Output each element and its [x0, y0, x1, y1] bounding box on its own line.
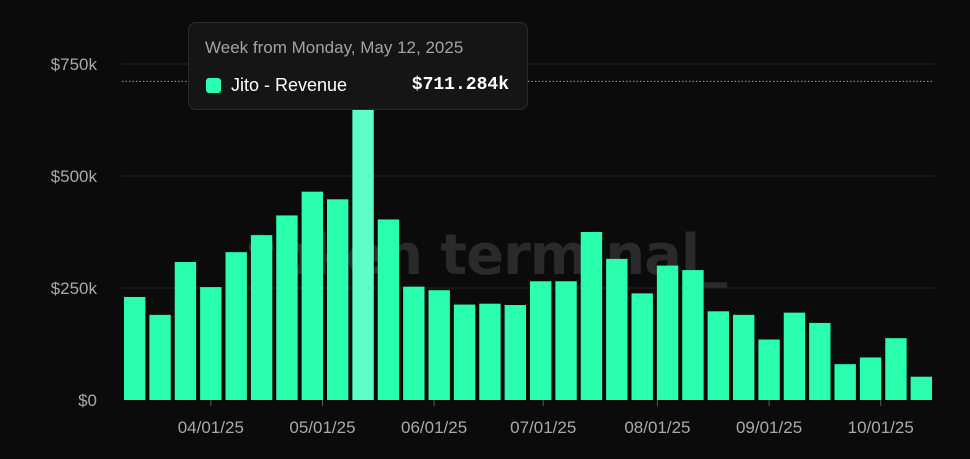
bar[interactable] — [301, 191, 324, 400]
bar[interactable] — [276, 215, 298, 400]
bar[interactable] — [200, 287, 222, 400]
tooltip-value: $711.284k — [411, 75, 509, 95]
x-tick-label: 07/01/25 — [510, 418, 576, 437]
x-axis-ticks: 04/01/25 05/01/25 06/01/25 07/01/25 08/01/25… — [178, 400, 914, 437]
y-tick-label: $750k — [51, 55, 98, 74]
bars — [124, 81, 933, 400]
bar[interactable] — [682, 270, 704, 400]
y-tick-label: $250k — [51, 279, 98, 298]
tooltip-title: Week from Monday, May 12, 2025 — [205, 38, 464, 57]
bar[interactable] — [885, 338, 907, 400]
bar[interactable] — [758, 339, 780, 400]
bar[interactable] — [530, 281, 552, 400]
bar[interactable] — [377, 219, 400, 400]
bar[interactable] — [606, 258, 628, 400]
bar[interactable] — [859, 357, 882, 400]
bar[interactable] — [403, 286, 425, 400]
bar[interactable] — [910, 376, 933, 400]
bar[interactable] — [124, 296, 146, 400]
y-tick-label: $0 — [78, 391, 97, 410]
bar[interactable] — [327, 199, 349, 400]
bar[interactable] — [580, 232, 603, 400]
bar[interactable] — [149, 314, 171, 400]
bar[interactable] — [555, 281, 577, 400]
bar[interactable] — [174, 262, 197, 400]
bar[interactable] — [479, 303, 501, 400]
tooltip-series-name: Jito - Revenue — [231, 75, 348, 95]
bar[interactable] — [631, 293, 653, 400]
bar[interactable] — [834, 364, 856, 400]
x-tick-label: 08/01/25 — [624, 418, 690, 437]
tooltip-series-swatch — [206, 78, 221, 93]
x-tick-label: 10/01/25 — [848, 418, 914, 437]
x-tick-label: 04/01/25 — [178, 418, 244, 437]
bar[interactable] — [809, 322, 831, 400]
y-tick-label: $500k — [51, 167, 98, 186]
bar[interactable] — [428, 290, 450, 400]
bar[interactable] — [783, 312, 806, 400]
x-tick-label: 06/01/25 — [401, 418, 467, 437]
bar[interactable] — [250, 235, 273, 400]
bar[interactable] — [504, 305, 527, 400]
x-tick-label: 09/01/25 — [736, 418, 802, 437]
bar[interactable] — [733, 314, 755, 400]
hover-tooltip: Week from Monday, May 12, 2025 Jito - Re… — [188, 22, 528, 110]
x-tick-label: 05/01/25 — [289, 418, 355, 437]
bar[interactable] — [707, 311, 730, 400]
bar[interactable] — [453, 304, 476, 400]
bar[interactable] — [656, 265, 679, 400]
bar[interactable] — [225, 252, 247, 400]
y-axis-ticks: $0 $250k $500k $750k — [51, 55, 98, 410]
bar-highlighted[interactable] — [352, 81, 374, 400]
